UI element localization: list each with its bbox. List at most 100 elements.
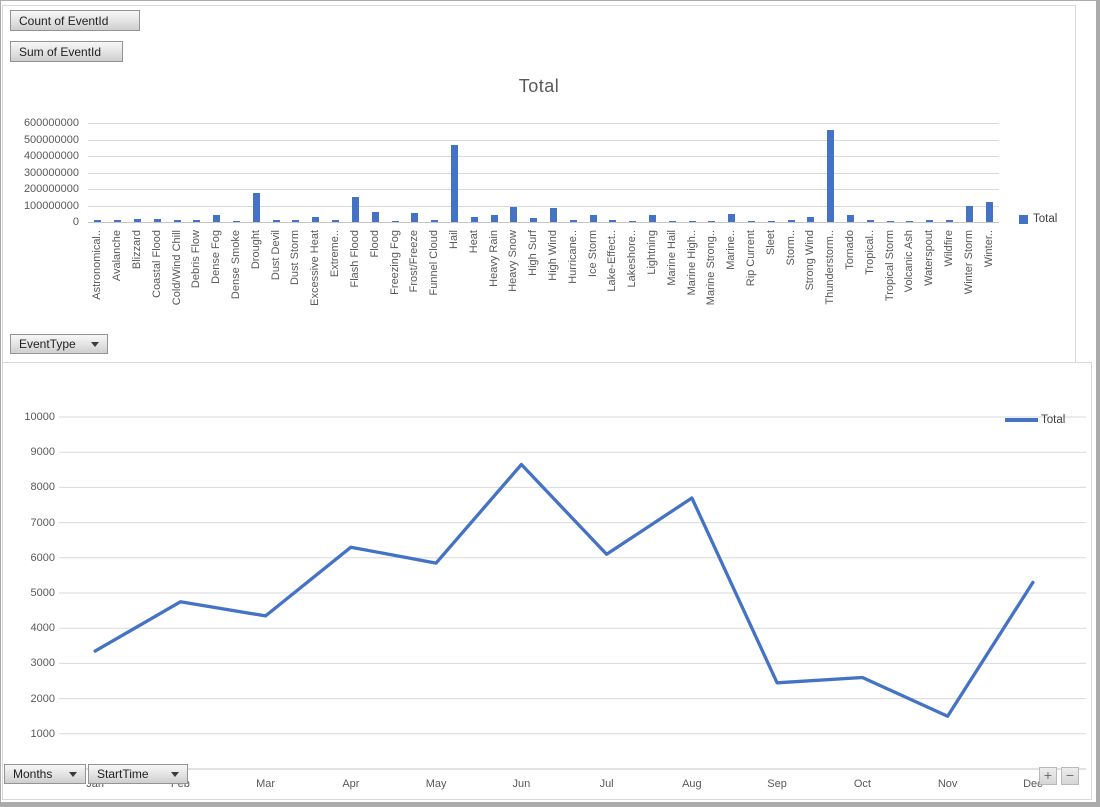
x-category-label: Hurricane.. [566, 230, 579, 284]
line-legend-label: Total [1041, 414, 1066, 426]
x-category-label: Blizzard [131, 230, 143, 270]
month-label: Mar [256, 778, 276, 790]
x-category-label: Tropical.. [863, 230, 876, 275]
y-tick-label: 1000 [30, 727, 55, 740]
bar [827, 130, 835, 222]
bar [371, 211, 379, 222]
eventtype-filter-button[interactable]: EventType [10, 334, 108, 354]
y-tick-label: 400000000 [23, 150, 79, 162]
y-tick-label: 5000 [30, 587, 55, 599]
x-category-label: Lakeshore.. [626, 230, 639, 288]
x-category-label: High Wind [546, 230, 559, 281]
y-tick-label: 100000000 [23, 199, 79, 212]
bar [847, 214, 854, 222]
x-category-label: Lightning [645, 230, 658, 275]
line-series [93, 462, 1035, 718]
x-category-label: Heat [467, 230, 480, 254]
bar [431, 220, 439, 222]
months-filter-label: Months [13, 767, 53, 781]
x-category-label: Flash Flood [348, 230, 361, 288]
x-category-label: Coastal Flood [150, 230, 163, 298]
count-of-eventid-label: Count of EventId [19, 13, 109, 28]
x-category-label: Waterspout [923, 230, 936, 286]
x-category-label: Sleet [764, 230, 777, 256]
x-category-label: Thunderstorm.. [824, 230, 837, 305]
bar [807, 217, 815, 222]
collapse-button[interactable]: − [1061, 767, 1079, 785]
x-category-label: Rip Current [744, 230, 757, 287]
bar [193, 220, 201, 222]
bar [411, 212, 419, 222]
x-category-label: Hail [447, 230, 460, 249]
month-label: Dec [1023, 778, 1043, 790]
bar [629, 220, 637, 222]
y-tick-label: 0 [72, 216, 79, 228]
bar-chart-title: Total [518, 76, 560, 96]
x-category-label: Winter Storm [962, 230, 975, 295]
bar [470, 217, 478, 222]
bar [668, 220, 676, 222]
bar [609, 220, 617, 222]
bar [213, 214, 221, 222]
month-label: Oct [853, 778, 871, 790]
bar [114, 220, 122, 222]
x-category-label: Strong Wind [804, 230, 817, 291]
month-label: May [425, 778, 447, 790]
gridline [88, 156, 999, 157]
y-tick-label: 10000 [24, 411, 55, 423]
x-category-label: Storm.. [784, 230, 797, 266]
expand-button[interactable]: + [1039, 767, 1057, 785]
x-category-label: Wildfire [943, 230, 955, 267]
x-category-label: Marine.. [725, 230, 738, 270]
y-tick-label: 600000000 [23, 117, 79, 129]
bar-x-axis: Astronomical.. Avalanche Blizzard Coastal F… [88, 228, 999, 328]
y-tick-label: 200000000 [23, 183, 79, 195]
count-of-eventid-button[interactable]: Count of EventId [10, 10, 140, 31]
bar-chart: Total 600000000 500000000 400000000 3000000… [2, 5, 1076, 363]
bar [946, 219, 953, 222]
y-tick-label: 500000000 [23, 133, 79, 146]
x-category-label: Marine High.. [685, 230, 698, 296]
x-category-label: Winter.. [982, 230, 995, 268]
x-category-label: Astronomical.. [91, 230, 104, 300]
bar-plot-area [88, 123, 999, 223]
x-category-label: Heavy Rain [487, 230, 500, 287]
bar [510, 207, 518, 222]
bar [351, 197, 359, 222]
y-tick-label: 3000 [30, 657, 55, 670]
bar [173, 220, 181, 222]
line-plot-area [59, 416, 1086, 770]
x-category-label: Marine Strong.. [705, 230, 718, 306]
bar [965, 205, 973, 222]
bar [906, 220, 914, 222]
bar [94, 220, 102, 222]
gridline [88, 123, 999, 124]
x-category-label: Flood [368, 230, 381, 258]
x-category-label: Funnel Cloud [428, 230, 441, 296]
sum-of-eventid-label: Sum of EventId [19, 44, 102, 59]
bar [728, 214, 736, 222]
bar [312, 217, 320, 222]
x-category-label: Dust Storm [289, 230, 302, 286]
starttime-filter-button[interactable]: StartTime [88, 764, 188, 784]
sum-of-eventid-button[interactable]: Sum of EventId [10, 41, 123, 62]
chevron-down-icon [171, 771, 179, 777]
bar [708, 220, 716, 222]
x-category-label: Frost/Freeze [408, 230, 421, 293]
bar [134, 219, 141, 222]
gridline [88, 172, 999, 174]
bar [985, 202, 993, 222]
bar [391, 220, 399, 222]
x-category-label: Tropical Storm [883, 230, 896, 302]
months-filter-button[interactable]: Months [4, 764, 86, 784]
eventtype-filter-label: EventType [19, 337, 76, 351]
y-tick-label: 7000 [30, 516, 55, 529]
legend-line-icon [1005, 418, 1038, 422]
y-tick-label: 2000 [30, 692, 55, 705]
bar [926, 220, 934, 222]
minus-icon: − [1065, 767, 1075, 783]
bar [866, 220, 874, 222]
bar [490, 215, 498, 222]
x-category-label: Excessive Heat [309, 230, 322, 306]
